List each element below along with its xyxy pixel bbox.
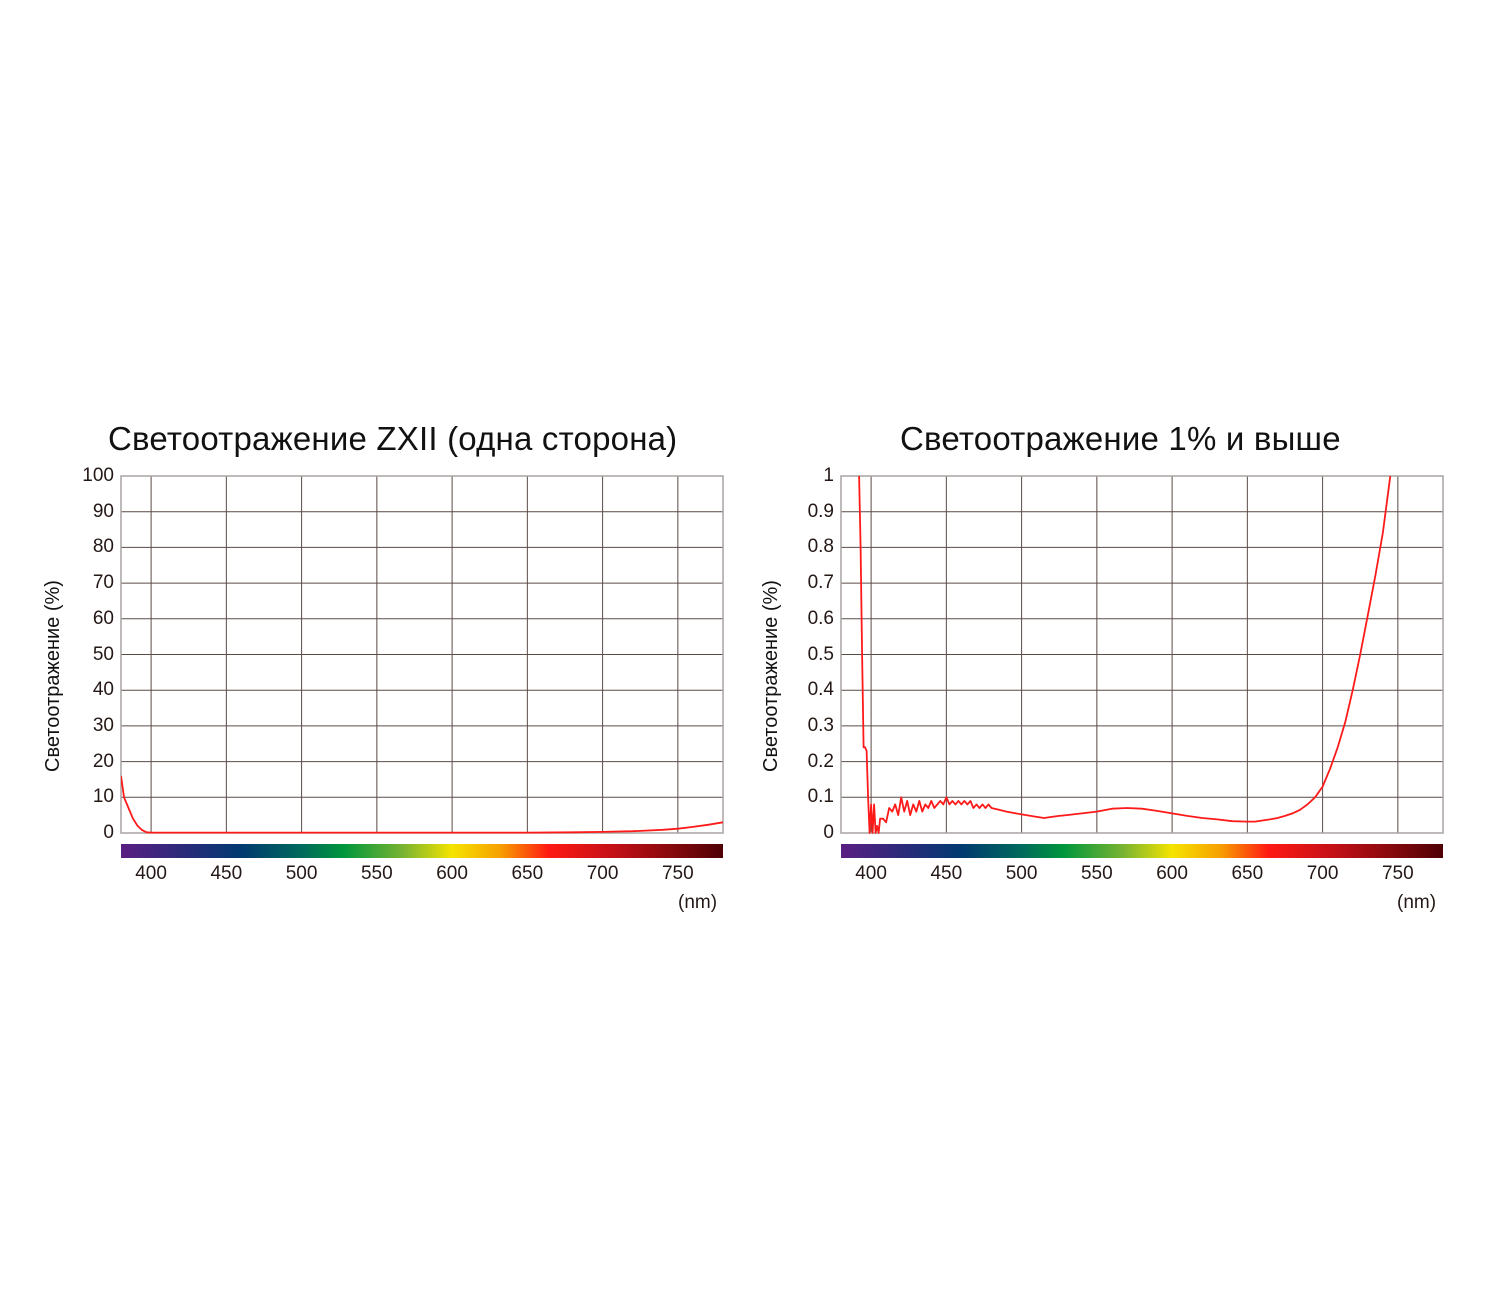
y-tick-label: 50 <box>92 643 114 665</box>
y-tick-label: 0.6 <box>807 607 834 629</box>
x-tick-label: 650 <box>1231 863 1264 884</box>
y-tick-label: 0.3 <box>807 714 834 736</box>
y-tick-label: 0.4 <box>807 679 834 701</box>
plot-area-left <box>120 475 724 858</box>
y-tick-label: 10 <box>92 786 114 808</box>
x-tick-label: 450 <box>210 863 243 884</box>
plot-frame <box>840 475 1444 834</box>
x-tick-label: 600 <box>436 863 468 884</box>
x-tick-label: 400 <box>135 863 167 884</box>
x-unit-left: (nm) <box>678 892 718 913</box>
x-tick-label: 500 <box>285 863 318 884</box>
y-tick-label: 80 <box>92 536 114 558</box>
reflectance-curve <box>121 775 723 834</box>
x-unit-right: (nm) <box>1397 892 1437 913</box>
y-tick-label: 0.1 <box>807 786 834 808</box>
y-tick-label: 0.5 <box>807 643 834 665</box>
y-tick-label: 60 <box>92 607 114 629</box>
x-tick-label: 700 <box>586 863 619 884</box>
y-tick-label: 0 <box>823 822 834 843</box>
y-tick-label: 0.8 <box>807 536 834 558</box>
x-tick-label: 650 <box>511 863 544 884</box>
x-tick-label: 400 <box>855 863 887 884</box>
y-tick-label: 70 <box>92 572 114 594</box>
x-tick-label: 750 <box>1381 863 1414 884</box>
y-tick-label: 20 <box>92 750 114 772</box>
y-tick-label: 0.2 <box>807 750 834 772</box>
y-tick-label: 0.7 <box>807 572 834 594</box>
y-tick-label: 0.9 <box>807 500 834 522</box>
y-tick-label: 30 <box>92 714 114 736</box>
y-tick-label: 1 <box>823 465 834 486</box>
x-tick-label: 700 <box>1306 863 1339 884</box>
chart-title-left: Светоотражение ZXII (одна сторона) <box>108 420 678 457</box>
x-tick-label: 750 <box>661 863 694 884</box>
x-tick-label: 600 <box>1156 863 1188 884</box>
plot-area-right <box>840 475 1444 858</box>
x-tick-label: 500 <box>1005 863 1038 884</box>
x-tick-label: 550 <box>360 863 393 884</box>
y-tick-label: 100 <box>82 465 114 486</box>
y-tick-label: 0 <box>103 822 114 843</box>
spectrum-bar <box>841 844 1443 858</box>
y-tick-label: 40 <box>92 679 114 701</box>
x-tick-label: 450 <box>930 863 963 884</box>
x-tick-label: 550 <box>1080 863 1113 884</box>
reflectance-curve <box>858 475 1392 834</box>
spectrum-bar <box>121 844 723 858</box>
y-tick-label: 90 <box>92 500 114 522</box>
chart-title-right: Светоотражение 1% и выше <box>900 420 1341 457</box>
